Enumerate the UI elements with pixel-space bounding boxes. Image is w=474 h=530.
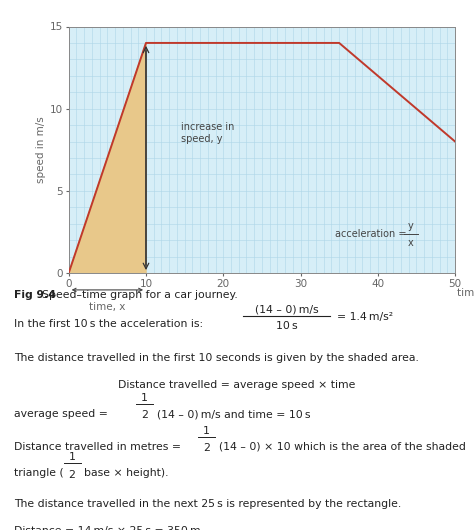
Text: 1: 1 bbox=[203, 426, 210, 436]
Text: triangle (: triangle ( bbox=[14, 469, 64, 478]
Polygon shape bbox=[69, 43, 146, 273]
Text: Fig 9.4: Fig 9.4 bbox=[14, 289, 56, 299]
Y-axis label: speed in m/s: speed in m/s bbox=[36, 117, 46, 183]
Text: (14 – 0) m/s and time = 10 s: (14 – 0) m/s and time = 10 s bbox=[157, 409, 310, 419]
Text: time in s: time in s bbox=[457, 288, 474, 297]
Text: 1: 1 bbox=[141, 393, 148, 403]
Text: (14 – 0) m/s: (14 – 0) m/s bbox=[255, 305, 319, 315]
Text: Speed–time graph for a car journey.: Speed–time graph for a car journey. bbox=[42, 289, 237, 299]
Text: time, x: time, x bbox=[89, 302, 126, 312]
Text: 2: 2 bbox=[141, 410, 148, 420]
Text: The distance travelled in the first 10 seconds is given by the shaded area.: The distance travelled in the first 10 s… bbox=[14, 352, 419, 363]
Text: Distance travelled in metres =: Distance travelled in metres = bbox=[14, 442, 185, 452]
Text: (14 – 0) × 10 which is the area of the shaded: (14 – 0) × 10 which is the area of the s… bbox=[219, 442, 465, 452]
Text: average speed =: average speed = bbox=[14, 409, 111, 419]
Text: 1: 1 bbox=[69, 452, 75, 462]
Text: 2: 2 bbox=[69, 470, 75, 480]
Text: = 1.4 m/s²: = 1.4 m/s² bbox=[337, 312, 392, 322]
Text: y: y bbox=[408, 221, 414, 231]
Text: Distance = 14 m/s × 25 s = 350 m: Distance = 14 m/s × 25 s = 350 m bbox=[14, 526, 201, 530]
Text: increase in
speed, y: increase in speed, y bbox=[181, 122, 234, 144]
Text: Distance travelled = average speed × time: Distance travelled = average speed × tim… bbox=[118, 380, 356, 390]
Text: base × height).: base × height). bbox=[84, 469, 169, 478]
Text: The distance travelled in the next 25 s is represented by the rectangle.: The distance travelled in the next 25 s … bbox=[14, 499, 401, 508]
Text: 2: 2 bbox=[203, 443, 210, 453]
Text: 10 s: 10 s bbox=[276, 321, 298, 331]
Text: acceleration =: acceleration = bbox=[335, 229, 410, 240]
Text: In the first 10 s the acceleration is:: In the first 10 s the acceleration is: bbox=[14, 319, 203, 329]
Text: x: x bbox=[408, 237, 414, 248]
